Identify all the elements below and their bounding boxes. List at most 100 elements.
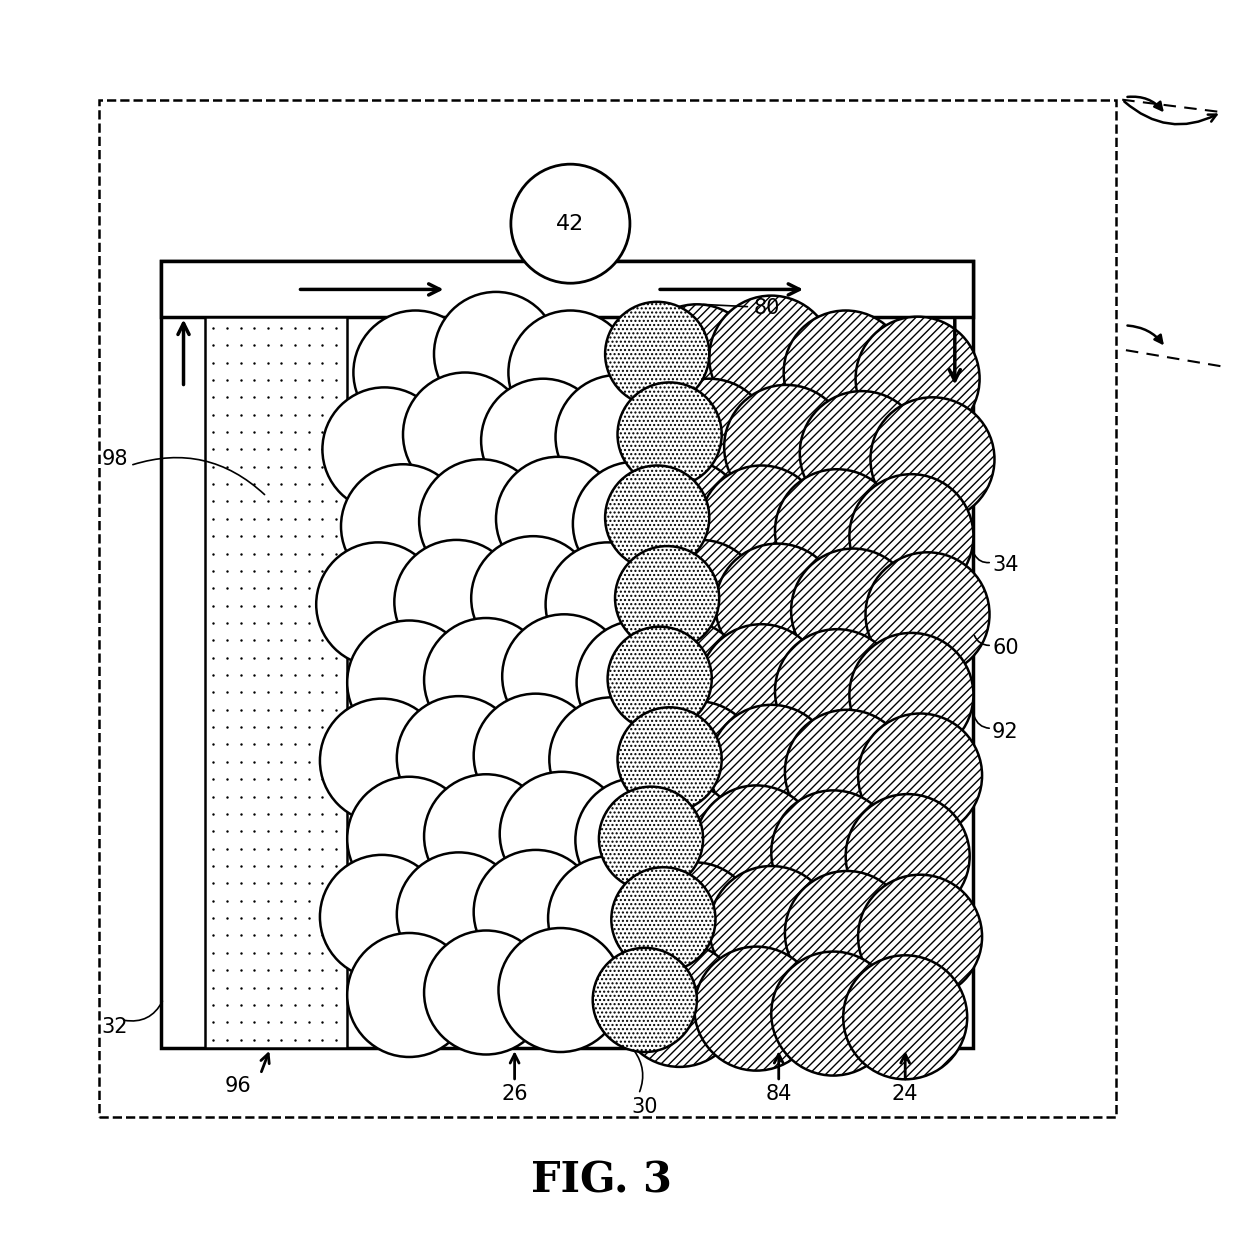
Circle shape [424,931,548,1055]
Circle shape [639,540,763,664]
Circle shape [341,464,465,588]
Circle shape [724,385,848,509]
Circle shape [709,866,833,990]
Circle shape [347,777,471,901]
Circle shape [647,379,771,503]
Circle shape [593,948,697,1052]
Text: 96: 96 [224,1076,252,1096]
Text: 92: 92 [992,722,1018,742]
Circle shape [715,544,839,668]
Circle shape [709,295,833,419]
Circle shape [699,465,823,589]
Circle shape [866,552,990,676]
Text: FIG. 3: FIG. 3 [531,1160,672,1203]
Circle shape [481,379,605,503]
Circle shape [577,620,701,745]
Circle shape [599,787,703,891]
Circle shape [791,549,915,673]
Text: 34: 34 [992,555,1018,575]
Circle shape [632,862,756,987]
Circle shape [775,469,899,593]
Circle shape [419,459,543,583]
Circle shape [611,867,715,972]
Circle shape [870,397,994,521]
Circle shape [605,302,709,406]
Text: 26: 26 [501,1085,528,1104]
Circle shape [699,624,823,748]
Circle shape [694,786,818,910]
Circle shape [846,794,970,918]
Circle shape [771,791,895,915]
Circle shape [775,629,899,753]
Text: 42: 42 [557,213,584,233]
Circle shape [593,948,697,1052]
Bar [161,261,973,316]
Circle shape [784,310,908,434]
Circle shape [474,850,598,974]
Circle shape [424,774,548,898]
Circle shape [615,546,719,650]
Circle shape [849,633,973,757]
Circle shape [394,540,518,664]
Circle shape [611,867,715,972]
Circle shape [849,474,973,598]
Circle shape [502,614,626,738]
Circle shape [694,947,818,1071]
Circle shape [775,629,899,753]
Circle shape [858,875,982,999]
Circle shape [785,710,909,834]
Circle shape [316,542,440,666]
Circle shape [320,855,444,979]
Circle shape [599,787,703,891]
Circle shape [618,382,722,486]
Circle shape [622,459,746,583]
Circle shape [771,952,895,1076]
Circle shape [771,952,895,1076]
Circle shape [715,544,839,668]
Text: 32: 32 [102,1018,128,1037]
Circle shape [632,862,756,987]
Bar [205,316,347,1049]
Circle shape [639,540,763,664]
Circle shape [622,459,746,583]
Circle shape [403,372,527,496]
Circle shape [508,310,632,434]
Circle shape [618,782,742,906]
Circle shape [320,699,444,823]
Circle shape [546,542,670,666]
Circle shape [709,295,833,419]
Circle shape [573,462,697,586]
Circle shape [618,943,742,1067]
Text: 98: 98 [102,449,128,469]
Circle shape [500,772,624,896]
Circle shape [724,385,848,509]
Circle shape [397,696,521,820]
Circle shape [347,933,471,1057]
Circle shape [635,701,759,825]
Circle shape [800,391,924,515]
Text: 30: 30 [631,1097,658,1117]
Circle shape [858,714,982,838]
Text: 24: 24 [892,1085,919,1104]
Circle shape [846,794,970,918]
Circle shape [699,624,823,748]
Circle shape [856,316,980,441]
Circle shape [471,536,595,660]
Circle shape [843,956,967,1080]
Circle shape [496,457,620,581]
Circle shape [397,853,521,977]
Circle shape [709,705,833,829]
Circle shape [775,469,899,593]
Text: 80: 80 [754,298,780,318]
Circle shape [635,701,759,825]
Text: 60: 60 [992,638,1018,658]
Circle shape [784,310,908,434]
Circle shape [635,304,759,428]
Circle shape [424,618,548,742]
Circle shape [498,928,622,1052]
Circle shape [647,379,771,503]
Circle shape [858,714,982,838]
Circle shape [785,871,909,995]
Text: 84: 84 [765,1085,792,1104]
Circle shape [622,620,746,745]
